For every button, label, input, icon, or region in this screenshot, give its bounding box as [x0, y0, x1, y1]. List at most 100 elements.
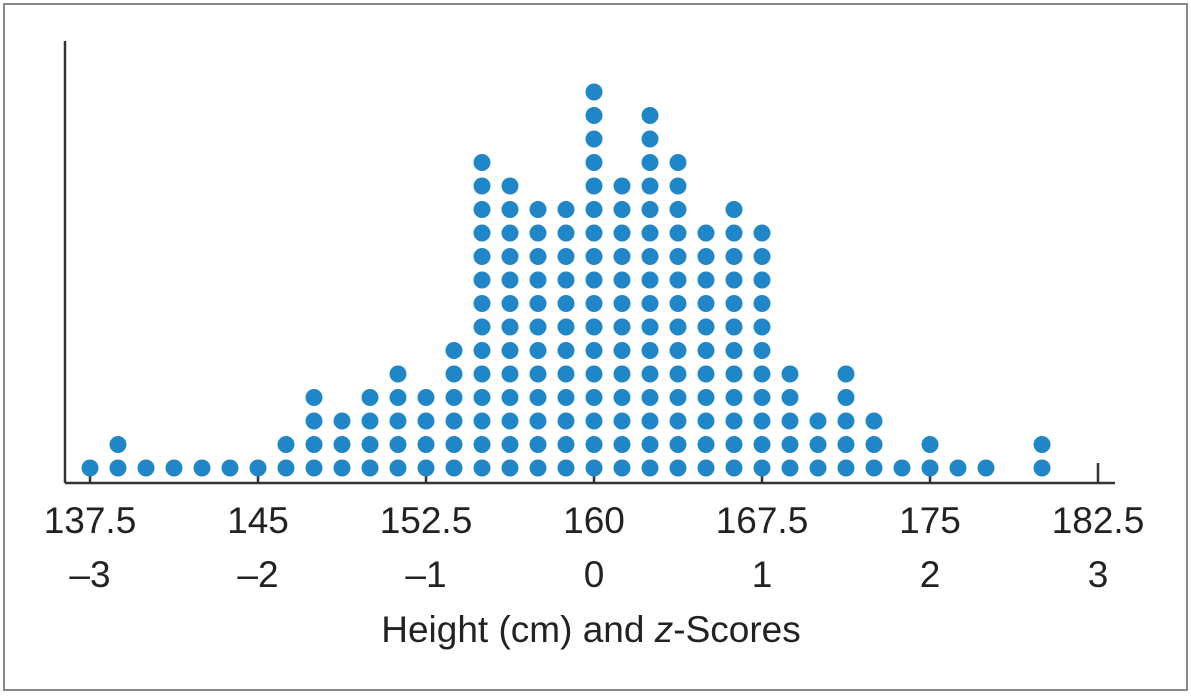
data-dot [641, 342, 659, 359]
data-dot [557, 295, 575, 312]
data-dot [893, 459, 911, 477]
data-dot [585, 130, 603, 148]
data-dot [529, 459, 547, 477]
data-dot [697, 224, 715, 242]
data-dot [305, 459, 323, 477]
data-dot [949, 459, 967, 477]
data-dot [473, 295, 491, 312]
data-dot [641, 318, 659, 336]
data-dot [753, 412, 771, 430]
data-dot [641, 389, 659, 406]
height-tick-label: 145 [227, 500, 289, 541]
data-dot [417, 436, 435, 453]
data-dot [753, 436, 771, 453]
data-dot [641, 459, 659, 477]
data-dot [473, 389, 491, 406]
data-dot [473, 271, 491, 289]
data-dot [613, 389, 631, 406]
data-dot [613, 201, 631, 218]
data-dot [753, 248, 771, 265]
data-dot [809, 436, 827, 453]
data-dot [781, 412, 799, 430]
data-dot [585, 224, 603, 242]
data-dot [501, 318, 519, 336]
data-dot [333, 436, 351, 453]
data-dot [613, 248, 631, 265]
data-dot [529, 412, 547, 430]
data-dot [697, 412, 715, 430]
data-dot [529, 248, 547, 265]
data-dot [641, 201, 659, 218]
data-dot [669, 177, 687, 195]
data-dot [725, 271, 743, 289]
data-dot [641, 248, 659, 265]
data-dot [669, 342, 687, 359]
data-dot [557, 389, 575, 406]
data-dot [613, 412, 631, 430]
data-dot [417, 412, 435, 430]
data-dot [837, 412, 855, 430]
data-dot [557, 248, 575, 265]
data-dot [669, 365, 687, 383]
dots [81, 83, 1051, 477]
data-dot [641, 412, 659, 430]
data-dot [501, 436, 519, 453]
data-dot [753, 271, 771, 289]
data-dot [585, 201, 603, 218]
data-dot [725, 201, 743, 218]
data-dot [669, 318, 687, 336]
data-dot [585, 318, 603, 336]
data-dot [809, 412, 827, 430]
data-dot [557, 459, 575, 477]
data-dot [585, 83, 603, 101]
data-dot [305, 436, 323, 453]
data-dot [557, 318, 575, 336]
data-dot [669, 248, 687, 265]
data-dot [249, 459, 267, 477]
data-dot [165, 459, 183, 477]
data-dot [473, 365, 491, 383]
data-dot [585, 107, 603, 124]
data-dot [641, 295, 659, 312]
data-dot [361, 436, 379, 453]
data-dot [361, 459, 379, 477]
z-score-tick-labels: –3 –2 –1 0 1 2 3 [69, 554, 1108, 595]
data-dot [109, 436, 127, 453]
data-dot [837, 365, 855, 383]
data-dot [725, 342, 743, 359]
data-dot [473, 154, 491, 171]
data-dot [501, 248, 519, 265]
data-dot [361, 412, 379, 430]
data-dot [501, 412, 519, 430]
data-dot [529, 342, 547, 359]
data-dot [585, 154, 603, 171]
data-dot [613, 436, 631, 453]
data-dot [557, 201, 575, 218]
height-tick-label: 152.5 [380, 500, 473, 541]
data-dot [529, 201, 547, 218]
data-dot [277, 436, 295, 453]
data-dot [641, 224, 659, 242]
data-dot [809, 459, 827, 477]
data-dot [557, 342, 575, 359]
height-tick-labels: 137.5 145 152.5 160 167.5 175 182.5 [44, 500, 1145, 541]
data-dot [669, 295, 687, 312]
data-dot [473, 224, 491, 242]
data-dot [305, 412, 323, 430]
x-axis-title-part-3: -Scores [673, 609, 800, 650]
data-dot [501, 342, 519, 359]
data-dot [753, 295, 771, 312]
data-dot [837, 459, 855, 477]
data-dot [753, 318, 771, 336]
data-dot [417, 389, 435, 406]
data-dot [697, 342, 715, 359]
data-dot [753, 389, 771, 406]
data-dot [529, 224, 547, 242]
data-dot [641, 130, 659, 148]
data-dot [501, 459, 519, 477]
data-dot [725, 412, 743, 430]
data-dot [669, 412, 687, 430]
data-dot [781, 459, 799, 477]
height-tick-label: 167.5 [716, 500, 809, 541]
data-dot [641, 271, 659, 289]
